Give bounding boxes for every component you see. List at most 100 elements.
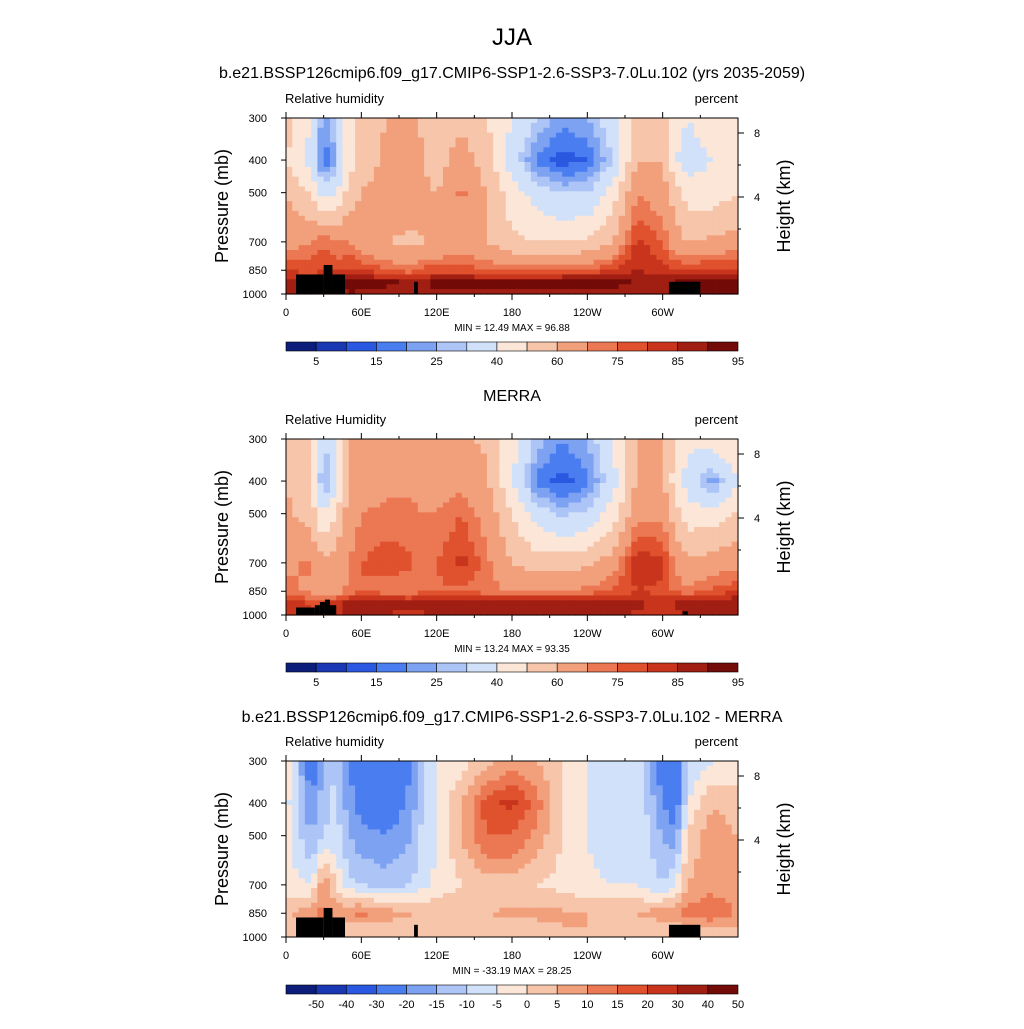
heatmap-cell [562,211,569,216]
heatmap-cell [707,138,714,143]
heatmap-cell [380,561,387,566]
heatmap-cell [700,230,707,235]
heatmap-cell [650,221,657,226]
heatmap-cell [713,118,720,123]
heatmap-cell [393,177,400,182]
heatmap-cell [644,142,651,147]
heatmap-cell [562,586,569,591]
heatmap-cell [299,226,306,231]
heatmap-cell [468,138,475,143]
heatmap-cell [556,468,563,473]
heatmap-cell [575,561,582,566]
heatmap-cell [487,255,494,260]
heatmap-cell [518,196,525,201]
heatmap-cell [311,463,318,468]
heatmap-cell [386,493,393,498]
heatmap-cell [468,279,475,284]
heatmap-cell [462,279,469,284]
heatmap-cell [393,507,400,512]
heatmap-cell [386,517,393,522]
heatmap-cell [606,454,613,459]
heatmap-cell [581,235,588,240]
heatmap-cell [474,532,481,537]
heatmap-cell [380,483,387,488]
heatmap-cell [663,459,670,464]
heatmap-cell [663,240,670,245]
heatmap-cell [600,182,607,187]
heatmap-cell [399,191,406,196]
heatmap-cell [606,235,613,240]
heatmap-cell [669,123,676,128]
heatmap-cell [418,551,425,556]
heatmap-cell [456,177,463,182]
heatmap-cell [682,576,689,581]
heatmap-cell [336,177,343,182]
heatmap-cell [305,260,312,265]
heatmap-cell [487,459,494,464]
heatmap-cell [694,454,701,459]
heatmap-cell [550,177,557,182]
heatmap-cell [349,537,356,542]
heatmap-cell [443,478,450,483]
heatmap-cell [700,221,707,226]
heatmap-cell [518,255,525,260]
heatmap-cell [317,147,324,152]
heatmap-cell [713,459,720,464]
heatmap-cell [594,449,601,454]
heatmap-cell [355,468,362,473]
heatmap-cell [418,274,425,279]
heatmap-cell [456,196,463,201]
heatmap-cell [581,274,588,279]
heatmap-cell [569,216,576,221]
heatmap-cell [694,581,701,586]
heatmap-cell [430,493,437,498]
heatmap-cell [499,157,506,162]
heatmap-cell [525,507,532,512]
heatmap-cell [688,260,695,265]
heatmap-cell [543,591,550,596]
heatmap-cell [531,250,538,255]
heatmap-cell [600,167,607,172]
heatmap-cell [292,265,299,270]
heatmap-cell [518,488,525,493]
heatmap-cell [612,463,619,468]
heatmap-cell [499,512,506,517]
heatmap-cell [725,162,732,167]
heatmap-cell [625,547,632,552]
heatmap-cell [644,503,651,508]
heatmap-cell [437,196,444,201]
panel-merra: MERRA Relative Humidity percent Pressure… [212,388,794,689]
heatmap-cell [468,118,475,123]
heatmap-cell [650,547,657,552]
heatmap-cell [663,157,670,162]
heatmap-cell [688,547,695,552]
heatmap-cell [418,211,425,216]
heatmap-cell [292,459,299,464]
heatmap-cell [543,581,550,586]
heatmap-cell [374,211,381,216]
heatmap-cell [299,542,306,547]
heatmap-cell [688,449,695,454]
heatmap-cell [612,473,619,478]
heatmap-cell [462,191,469,196]
heatmap-cell [292,571,299,576]
heatmap-cell [437,230,444,235]
heatmap-cell [286,586,293,591]
heatmap-cell [355,123,362,128]
heatmap-cell [575,537,582,542]
heatmap-cell [393,561,400,566]
heatmap-cell [600,250,607,255]
heatmap-cell [531,547,538,552]
heatmap-cell [393,279,400,284]
heatmap-cell [518,182,525,187]
heatmap-cell [386,473,393,478]
heatmap-cell [487,503,494,508]
heatmap-cell [311,240,318,245]
heatmap-cell [361,507,368,512]
panel-left-label: Relative humidity [285,91,384,106]
heatmap-cell [531,255,538,260]
heatmap-cell [299,255,306,260]
heatmap-cell [562,547,569,552]
heatmap-cell [418,454,425,459]
heatmap-cell [437,591,444,596]
